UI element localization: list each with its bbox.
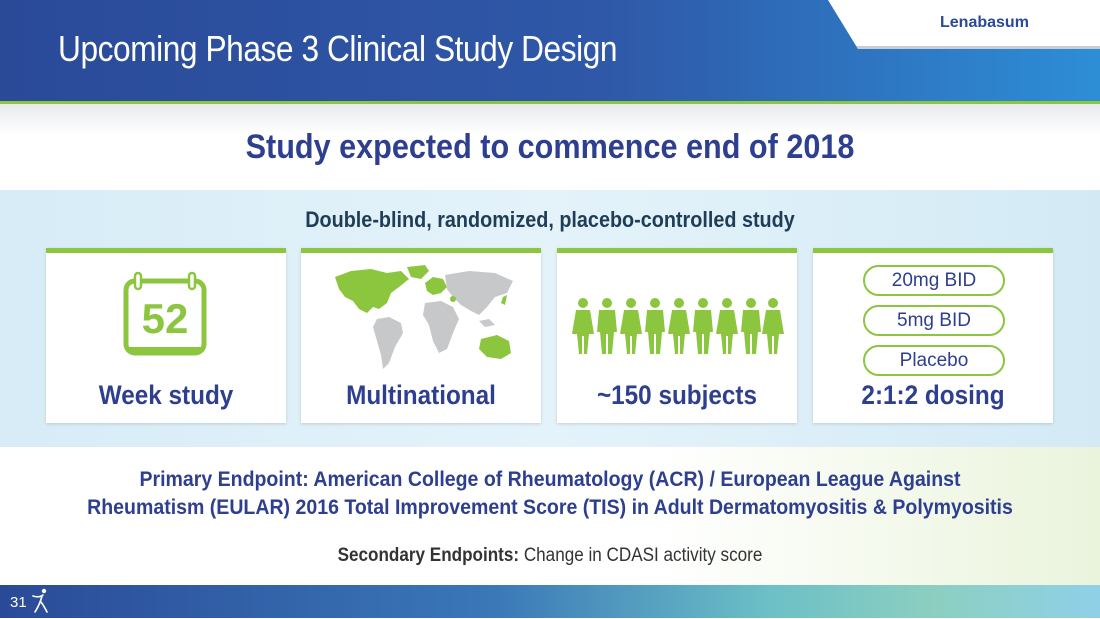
secondary-endpoint: Secondary Endpoints: Change in CDASI act…	[55, 545, 1045, 567]
slide-title: Upcoming Phase 3 Clinical Study Design	[58, 28, 618, 69]
secondary-endpoint-text: Change in CDASI activity score	[519, 545, 763, 566]
card-multinational: Multinational	[301, 248, 541, 423]
card-label-week: Week study	[98, 380, 234, 410]
slide-subtitle: Study expected to commence end of 2018	[245, 128, 855, 166]
card-label-multinational: Multinational	[346, 380, 496, 410]
primary-endpoint-line1: Primary Endpoint: American College of Rh…	[139, 468, 961, 491]
page-number: 31	[10, 594, 27, 611]
calendar-icon	[122, 271, 208, 362]
brand-label: Lenabasum	[940, 14, 1029, 31]
footer-bar	[0, 585, 1100, 618]
primary-endpoint: Primary Endpoint: American College of Rh…	[39, 466, 1062, 522]
card-subjects: ~150 subjects	[557, 248, 797, 423]
secondary-endpoint-label: Secondary Endpoints:	[337, 545, 520, 566]
endpoints-band	[0, 447, 1100, 585]
card-label-dosing: 2:1:2 dosing	[861, 380, 1005, 410]
panel-title: Double-blind, randomized, placebo-contro…	[305, 207, 795, 232]
subtitle-band	[0, 104, 1100, 190]
world-map-icon	[329, 263, 519, 380]
dose-pill-20mg: 20mg BID	[863, 265, 1005, 296]
header-divider	[0, 101, 1100, 104]
calendar-number: 52	[141, 295, 189, 342]
brand-tab	[828, 0, 1100, 49]
card-label-subjects: ~150 subjects	[596, 380, 758, 410]
primary-endpoint-line2: Rheumatism (EULAR) 2016 Total Improvemen…	[87, 496, 1013, 519]
dose-pill-5mg: 5mg BID	[863, 305, 1005, 336]
card-week-study: 52 Week study	[46, 248, 286, 423]
company-logo-icon	[31, 588, 49, 619]
people-icon	[572, 298, 784, 361]
card-dosing: 20mg BID 5mg BID Placebo 2:1:2 dosing	[813, 248, 1053, 423]
dose-pill-placebo: Placebo	[863, 345, 1005, 376]
